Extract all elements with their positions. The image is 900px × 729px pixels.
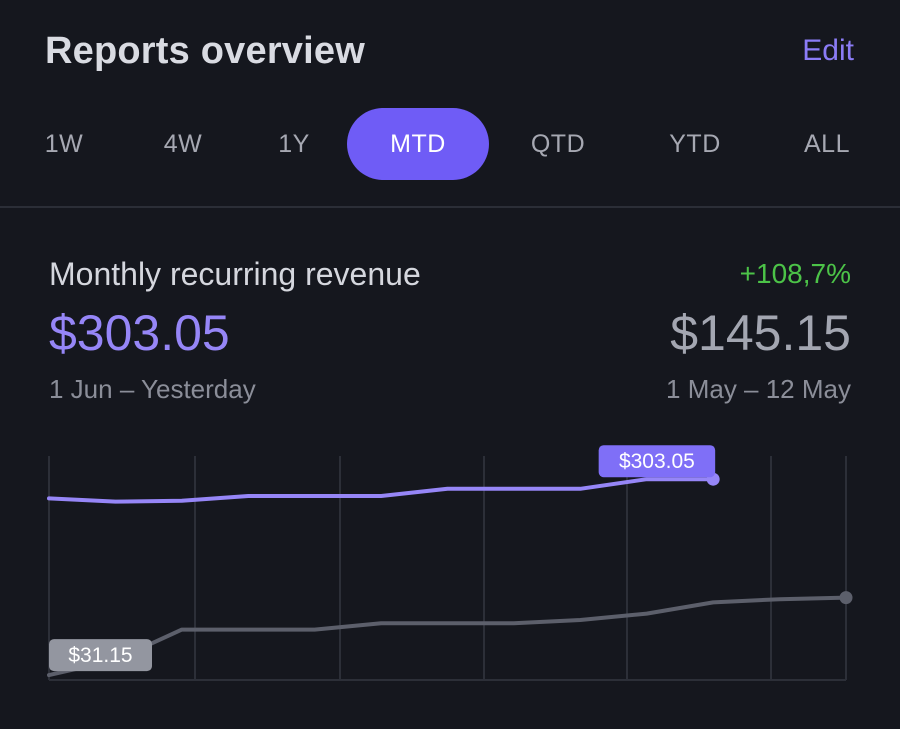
tab-mtd[interactable]: MTD <box>347 108 489 180</box>
edit-button[interactable]: Edit <box>802 34 854 67</box>
tab-qtd[interactable]: QTD <box>530 130 586 158</box>
series-value-label-current: $303.05 <box>619 450 695 473</box>
tab-1w[interactable]: 1W <box>44 130 84 158</box>
current-value: $303.05 <box>49 305 230 361</box>
series-endpoint-previous <box>839 591 853 605</box>
header-divider <box>0 206 900 208</box>
revenue-line-chart[interactable]: $303.05 $31.15 <box>0 208 900 729</box>
series-value-label-previous: $31.15 <box>68 644 132 667</box>
tab-4w[interactable]: 4W <box>163 130 203 158</box>
tab-all[interactable]: ALL <box>804 130 850 158</box>
metric-title: Monthly recurring revenue <box>49 256 421 292</box>
tab-1y[interactable]: 1Y <box>278 130 310 158</box>
current-date-range: 1 Jun – Yesterday <box>49 374 256 404</box>
series-value-tag-previous <box>49 639 152 672</box>
header: Reports overview Edit 1W 4W 1Y MTD QTD Y… <box>0 0 900 206</box>
change-percentage: +108,7% <box>739 258 851 289</box>
previous-date-range: 1 May – 12 May <box>666 374 851 404</box>
mrr-card: Monthly recurring revenue +108,7% $303.0… <box>0 208 900 729</box>
series-value-tag-current <box>598 445 716 478</box>
series-line-current <box>47 477 716 504</box>
period-tabs: 1W 4W 1Y MTD QTD YTD ALL <box>0 108 900 182</box>
previous-value: $145.15 <box>670 305 851 361</box>
tab-ytd[interactable]: YTD <box>669 130 721 158</box>
page-title: Reports overview <box>45 30 365 72</box>
series-line-previous <box>47 595 848 678</box>
